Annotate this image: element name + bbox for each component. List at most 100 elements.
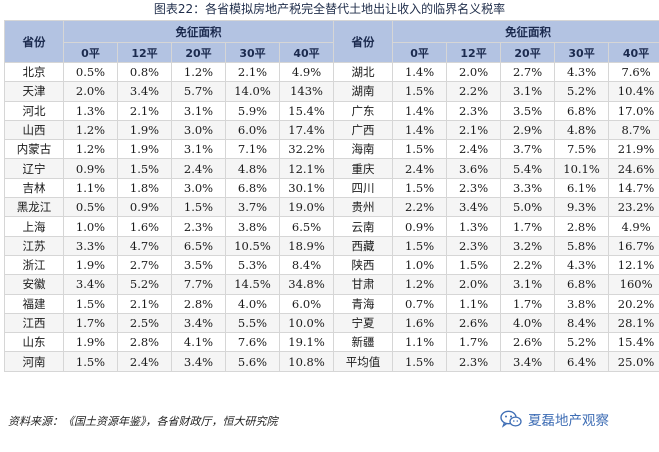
province-cell: 安徽 (4, 274, 64, 295)
rate-cell: 3.4% (63, 274, 118, 295)
rate-cell: 2.8% (171, 293, 226, 314)
watermark: 夏磊地产观察 (500, 409, 609, 429)
rate-cell: 4.9% (608, 216, 659, 237)
rate-cell: 3.1% (171, 100, 226, 121)
province-header: 省份 (333, 20, 394, 63)
province-cell: 北京 (4, 61, 64, 83)
rate-cell: 20.2% (608, 293, 659, 314)
rate-cell: 17.0% (608, 100, 659, 121)
rate-cell: 2.1% (225, 61, 280, 83)
rate-cell: 5.0% (500, 197, 556, 218)
rate-cell: 5.5% (225, 312, 280, 334)
rate-cell: 1.7% (446, 332, 502, 353)
rate-cell: 6.8% (554, 274, 610, 295)
area-col-header: 30平 (554, 42, 610, 63)
rate-cell: 5.2% (554, 81, 610, 102)
rate-cell: 1.6% (117, 216, 172, 237)
rate-cell: 6.5% (278, 216, 335, 237)
rate-cell: 0.9% (117, 197, 172, 218)
rate-cell: 21.9% (608, 139, 659, 160)
rate-cell: 3.1% (171, 139, 226, 160)
rate-cell: 4.8% (225, 158, 280, 179)
rate-cell: 3.0% (171, 177, 226, 199)
rate-cell: 3.3% (500, 177, 556, 199)
province-cell: 四川 (333, 177, 394, 199)
rate-cell: 3.3% (63, 235, 118, 256)
area-col-header: 40平 (608, 42, 659, 63)
province-cell: 湖北 (333, 61, 394, 83)
rate-cell: 1.5% (63, 293, 118, 314)
province-cell: 新疆 (333, 332, 394, 353)
rate-cell: 2.4% (392, 158, 448, 179)
rate-cell: 5.9% (225, 100, 280, 121)
rate-cell: 5.3% (225, 254, 280, 276)
province-cell: 宁夏 (333, 312, 394, 334)
table-row: 山东 1.9% 2.8% 4.1% 7.6% 19.1% 新疆 1.1% 1.7% 2.6% 5.2… (4, 332, 659, 353)
rate-cell: 2.3% (446, 100, 502, 121)
rate-cell: 0.5% (63, 61, 118, 83)
rate-cell: 6.0% (278, 293, 335, 314)
rate-cell: 2.6% (500, 332, 556, 353)
rate-cell: 7.6% (225, 332, 280, 353)
source-note: 资料来源：《国土资源年鉴》，各省财政厅，恒大研究院 (8, 415, 278, 428)
rate-cell: 1.1% (392, 332, 448, 353)
rate-cell: 3.8% (225, 216, 280, 237)
rate-cell: 19.0% (278, 197, 335, 218)
rate-cell: 7.6% (608, 61, 659, 83)
area-col-header: 30平 (225, 42, 280, 63)
rate-cell: 1.2% (392, 274, 448, 295)
table-row: 河北 1.3% 2.1% 3.1% 5.9% 15.4% 广东 1.4% 2.3% 3.5% 6.8… (4, 100, 659, 121)
table-row: 安徽 3.4% 5.2% 7.7% 14.5% 34.8% 甘肃 1.2% 2.0% 3.1% 6.… (4, 274, 659, 295)
rate-cell: 2.0% (446, 61, 502, 83)
rate-cell: 10.0% (278, 312, 335, 334)
rate-cell: 6.5% (171, 235, 226, 256)
rate-cell: 2.3% (446, 177, 502, 199)
rate-cell: 1.5% (171, 197, 226, 218)
province-cell: 辽宁 (4, 158, 64, 179)
rate-cell: 4.7% (117, 235, 172, 256)
province-cell: 福建 (4, 293, 64, 314)
rate-cell: 2.1% (446, 119, 502, 141)
rate-cell: 3.1% (500, 274, 556, 295)
rate-cell: 1.3% (446, 216, 502, 237)
table-row: 福建 1.5% 2.1% 2.8% 4.0% 6.0% 青海 0.7% 1.1% 1.7% 3.8%… (4, 293, 659, 314)
rate-cell: 3.4% (500, 351, 556, 372)
rate-cell: 10.1% (554, 158, 610, 179)
rate-cell: 5.7% (171, 81, 226, 102)
rate-cell: 5.2% (554, 332, 610, 353)
rate-cell: 2.3% (171, 216, 226, 237)
rate-cell: 1.5% (392, 81, 448, 102)
rate-cell: 2.3% (446, 235, 502, 256)
rate-cell: 2.5% (117, 312, 172, 334)
rate-cell: 14.0% (225, 81, 280, 102)
table-body: 北京 0.5% 0.8% 1.2% 2.1% 4.9% 湖北 1.4% 2.0% 2.7% 4.3%… (4, 61, 659, 372)
rate-cell: 1.7% (500, 216, 556, 237)
rate-cell: 8.4% (278, 254, 335, 276)
rate-cell: 0.8% (117, 61, 172, 83)
rate-cell: 1.4% (392, 119, 448, 141)
rate-cell: 1.5% (392, 235, 448, 256)
rate-cell: 5.8% (554, 235, 610, 256)
rate-cell: 24.6% (608, 158, 659, 179)
rate-cell: 6.1% (554, 177, 610, 199)
rate-cell: 1.9% (63, 254, 118, 276)
rate-cell: 3.2% (500, 235, 556, 256)
rate-cell: 4.1% (171, 332, 226, 353)
rate-cell: 10.4% (608, 81, 659, 102)
rate-cell: 7.5% (554, 139, 610, 160)
rate-cell: 15.4% (278, 100, 335, 121)
table-row: 天津 2.0% 3.4% 5.7% 14.0% 143% 湖南 1.5% 2.2% 3.1% 5.2… (4, 81, 659, 102)
rate-cell: 1.7% (500, 293, 556, 314)
area-col-header: 0平 (392, 42, 448, 63)
province-cell: 云南 (333, 216, 394, 237)
rate-cell: 1.9% (117, 119, 172, 141)
rate-cell: 3.5% (500, 100, 556, 121)
province-cell: 西藏 (333, 235, 394, 256)
province-cell: 广西 (333, 119, 394, 141)
table-row: 江苏 3.3% 4.7% 6.5% 10.5% 18.9% 西藏 1.5% 2.3% 3.2% 5.… (4, 235, 659, 256)
figure-title: 图表22：各省模拟房地产税完全替代土地出让收入的临界名义税率 (153, 2, 506, 16)
rate-cell: 2.4% (446, 139, 502, 160)
rate-cell: 0.9% (63, 158, 118, 179)
rate-cell: 5.4% (500, 158, 556, 179)
table-row: 山西 1.2% 1.9% 3.0% 6.0% 17.4% 广西 1.4% 2.1% 2.9% 4.8… (4, 119, 659, 141)
